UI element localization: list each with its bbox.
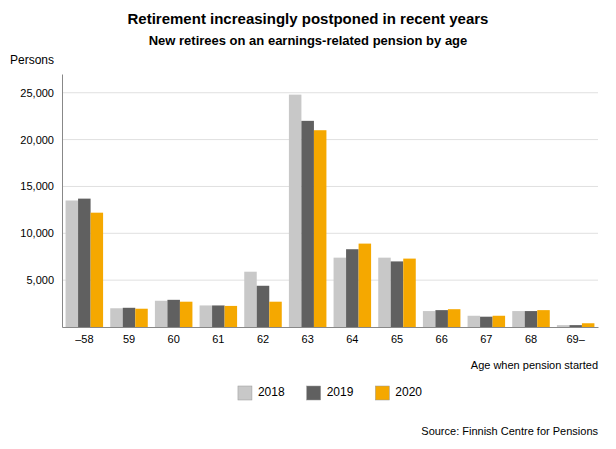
x-tick: 68: [525, 327, 537, 345]
grid-line: [62, 92, 598, 93]
bar: [403, 259, 416, 327]
subtitle: New retirees on an earnings-related pens…: [149, 33, 468, 48]
x-tick-label: 68: [525, 333, 537, 345]
bar: [582, 323, 595, 327]
y-tick-label: 10,000: [20, 227, 54, 239]
legend-swatch: [238, 386, 252, 400]
bar: [180, 302, 193, 327]
x-tick-label: 59: [123, 333, 135, 345]
x-tick-label: –58: [75, 333, 93, 345]
legend-item: 2018: [238, 385, 285, 400]
legend-label: 2018: [258, 385, 285, 399]
y-tick-label: 25,000: [20, 87, 54, 99]
y-tick-label: 5,000: [26, 274, 54, 286]
x-tick: 59: [123, 327, 135, 345]
y-tick: 5,000: [26, 274, 62, 286]
grid: [62, 93, 598, 280]
bar: [448, 309, 461, 327]
bar: [314, 130, 327, 327]
legend-swatch: [307, 386, 321, 400]
bar: [334, 258, 347, 327]
x-axis-line: [63, 327, 599, 328]
x-tick-label: 62: [257, 333, 269, 345]
x-tick: –58: [75, 327, 93, 345]
legend-label: 2020: [395, 385, 422, 399]
x-tick-label: 65: [391, 333, 403, 345]
y-tick: 15,000: [20, 180, 62, 192]
bar: [435, 310, 448, 327]
y-axis-line: [62, 75, 63, 328]
y-tick: 10,000: [20, 227, 62, 239]
bar: [525, 311, 538, 327]
x-tick: 67: [480, 327, 492, 345]
bar: [167, 300, 180, 327]
y-tick: 20,000: [20, 134, 62, 146]
x-axis-title: Age when pension started: [471, 359, 598, 371]
bar: [346, 249, 359, 327]
x-tick: 61: [212, 327, 224, 345]
bar: [244, 272, 257, 327]
legend: 2018 2019 2020: [238, 385, 422, 400]
bar: [110, 308, 123, 327]
legend-label: 2019: [327, 385, 354, 399]
y-axis: 5,000 10,000 15,000 20,000 25,000: [20, 75, 62, 328]
x-tick: 65: [391, 327, 403, 345]
bar: [225, 306, 238, 327]
y-tick-label: 15,000: [20, 180, 54, 192]
x-tick-label: 60: [168, 333, 180, 345]
bars: [66, 95, 595, 327]
y-axis-title: Persons: [10, 53, 54, 67]
bar: [537, 310, 550, 327]
grid-line: [62, 280, 598, 281]
bar: [378, 258, 391, 327]
x-tick-label: 67: [480, 333, 492, 345]
chart: 5,000 10,000 15,000 20,000 25,000 –58 59 60 61 62…: [0, 0, 616, 449]
legend-swatch: [375, 386, 389, 400]
x-tick: 60: [168, 327, 180, 345]
x-tick: 66: [436, 327, 448, 345]
x-tick: 64: [346, 327, 358, 345]
grid-line: [62, 139, 598, 140]
x-tick-label: 64: [346, 333, 358, 345]
bar: [135, 309, 148, 327]
grid-line: [62, 186, 598, 187]
bar: [423, 311, 436, 327]
y-tick: 25,000: [20, 87, 62, 99]
bar: [391, 261, 404, 327]
x-tick: 63: [302, 327, 314, 345]
title: Retirement increasingly postponed in rec…: [128, 10, 489, 27]
x-axis: –58 59 60 61 62 63 64 65 66 67 68 69–: [63, 327, 599, 345]
x-tick-label: 69–: [566, 333, 585, 345]
annotation: Source: Finnish Centre for Pensions: [421, 425, 598, 437]
bar: [123, 308, 136, 327]
bar: [512, 311, 525, 327]
legend-item: 2019: [307, 385, 354, 400]
bar: [569, 325, 582, 327]
bar: [468, 316, 481, 327]
x-tick: 69–: [566, 327, 585, 345]
bar: [557, 325, 570, 327]
bar: [155, 301, 168, 327]
bar: [480, 317, 493, 327]
bar: [212, 305, 225, 327]
bar: [269, 302, 282, 327]
bar: [493, 316, 506, 327]
y-tick-label: 20,000: [20, 134, 54, 146]
bar: [289, 95, 302, 327]
bar: [78, 199, 91, 327]
x-tick-label: 66: [436, 333, 448, 345]
bar: [91, 213, 104, 327]
grid-line: [62, 233, 598, 234]
x-tick-label: 61: [212, 333, 224, 345]
legend-item: 2020: [375, 385, 422, 400]
x-tick-label: 63: [302, 333, 314, 345]
bar: [301, 121, 314, 327]
x-tick: 62: [257, 327, 269, 345]
bar: [257, 286, 270, 327]
bar: [66, 201, 79, 328]
bar: [359, 244, 372, 327]
bar: [200, 305, 213, 327]
